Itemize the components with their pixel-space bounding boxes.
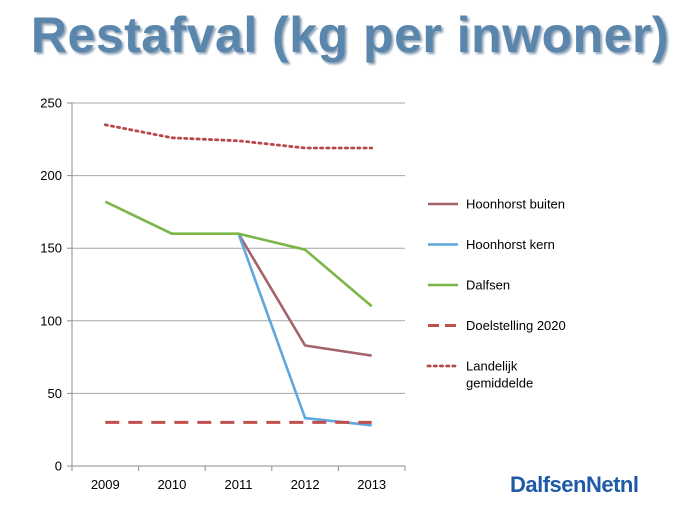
axes [67,102,406,471]
y-tick-label: 0 [55,459,62,474]
series-line-dalfsen [104,200,373,308]
y-tick-label: 50 [48,386,62,401]
grid-lines [72,102,405,394]
legend-label-landelijk-gemiddelde: Landelijk gemiddelde [466,359,533,391]
legend-label-dalfsen: Dalfsen [466,278,510,293]
x-tick-label: 2012 [291,477,320,492]
legend: Hoonhorst buiten Hoonhorst kern Dalfsen Doe… [426,197,566,391]
legend-label-hoonhorst-kern: Hoonhorst kern [466,237,555,252]
legend-label-line: Landelijk [466,359,518,374]
series-lines [103,123,374,427]
x-tick-label: 2013 [357,477,386,492]
x-tick-label: 2011 [225,477,253,492]
chart-title: Restafval (kg per inwoner) [30,7,670,63]
legend-label-doelstelling-2020: Doelstelling 2020 [466,318,566,333]
x-tick-labels: 2009 2010 2011 2012 2013 [91,477,386,492]
y-tick-labels: 0 50 100 150 200 250 [40,96,62,474]
legend-label-line: gemiddelde [466,376,533,391]
y-tick-label: 150 [40,241,62,256]
y-tick-label: 200 [40,168,62,183]
series-line-landelijk-gemiddelde [103,123,374,150]
x-tick-label: 2009 [91,477,120,492]
x-tick-label: 2010 [157,477,186,492]
y-tick-label: 250 [40,96,62,111]
series-line-hoonhorst-buiten [237,233,372,357]
y-tick-label: 100 [40,313,62,328]
series-line-hoonhorst-kern [237,233,372,427]
dalfsennet-logo: DalfsenNetnl [510,472,639,497]
legend-label-hoonhorst-buiten: Hoonhorst buiten [466,197,565,212]
